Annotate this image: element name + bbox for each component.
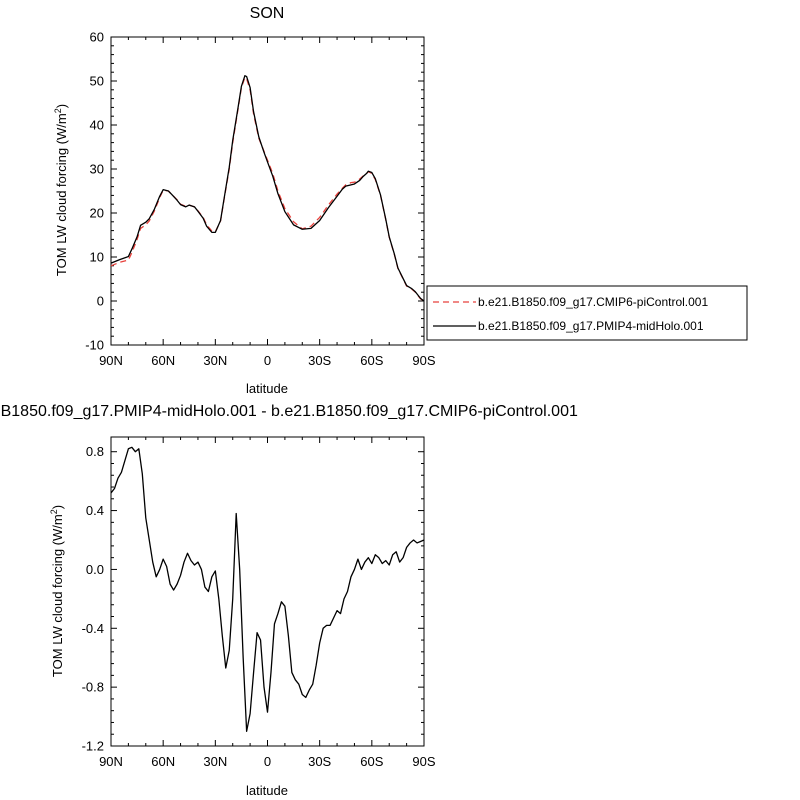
bottom-xtick-label: 0 xyxy=(264,754,271,769)
bottom-ytick-label: 0.4 xyxy=(86,503,104,518)
top-xtick-label: 30S xyxy=(308,353,331,368)
top-series-line-0 xyxy=(110,76,425,302)
bottom-series-line-0 xyxy=(110,446,425,732)
bottom-ytick-label: -0.8 xyxy=(82,680,104,695)
bottom-chart-xlabel: latitude xyxy=(246,783,288,798)
bottom-chart: b.e21.B1850.f09_g17.PMIP4-midHolo.001 - … xyxy=(0,403,578,798)
legend-label-picontrol: b.e21.B1850.f09_g17.CMIP6-piControl.001 xyxy=(478,295,708,309)
bottom-chart-title: b.e21.B1850.f09_g17.PMIP4-midHolo.001 - … xyxy=(0,403,578,420)
top-ytick-label: -10 xyxy=(85,338,104,353)
top-xtick-label: 30N xyxy=(203,353,227,368)
top-chart: SON 90N 60N 30N 0 30S 60S 90S-100102030405060 … xyxy=(53,5,436,396)
bottom-xtick-label: 30N xyxy=(203,754,227,769)
top-chart-xlabel: latitude xyxy=(246,381,288,396)
top-ytick-label: 10 xyxy=(90,250,104,265)
top-ytick-label: 0 xyxy=(97,294,104,309)
bottom-ytick-label: 0.0 xyxy=(86,562,104,577)
legend-label-midholo: b.e21.B1850.f09_g17.PMIP4-midHolo.001 xyxy=(478,319,704,333)
top-xtick-label: 60N xyxy=(151,353,175,368)
bottom-ytick-label: -0.4 xyxy=(82,621,104,636)
top-ytick-label: 40 xyxy=(90,118,104,133)
top-xtick-label: 90S xyxy=(412,353,435,368)
bottom-xtick-label: 60N xyxy=(151,754,175,769)
legend-box xyxy=(426,285,748,341)
top-xtick-label: 0 xyxy=(264,353,271,368)
top-xtick-label: 60S xyxy=(360,353,383,368)
top-ytick-label: 20 xyxy=(90,206,104,221)
bottom-chart-ylabel: TOM LW cloud forcing (W/m2) xyxy=(49,505,65,677)
top-ytick-label: 30 xyxy=(90,162,104,177)
bottom-chart-frame xyxy=(110,436,425,747)
bottom-xtick-label: 90N xyxy=(99,754,123,769)
bottom-xtick-label: 30S xyxy=(308,754,331,769)
top-chart-title: SON xyxy=(250,5,285,22)
top-chart-frame xyxy=(110,36,425,346)
bottom-ytick-label: -1.2 xyxy=(82,739,104,754)
top-chart-ylabel: TOM LW cloud forcing (W/m2) xyxy=(53,104,69,276)
bottom-ytick-label: 0.8 xyxy=(86,444,104,459)
top-xtick-label: 90N xyxy=(99,353,123,368)
legend: b.e21.B1850.f09_g17.CMIP6-piControl.001 … xyxy=(426,285,748,341)
top-ytick-label: 50 xyxy=(90,74,104,89)
top-ytick-label: 60 xyxy=(90,30,104,45)
bottom-xtick-label: 60S xyxy=(360,754,383,769)
top-series-line-1 xyxy=(110,75,425,302)
bottom-xtick-label: 90S xyxy=(412,754,435,769)
